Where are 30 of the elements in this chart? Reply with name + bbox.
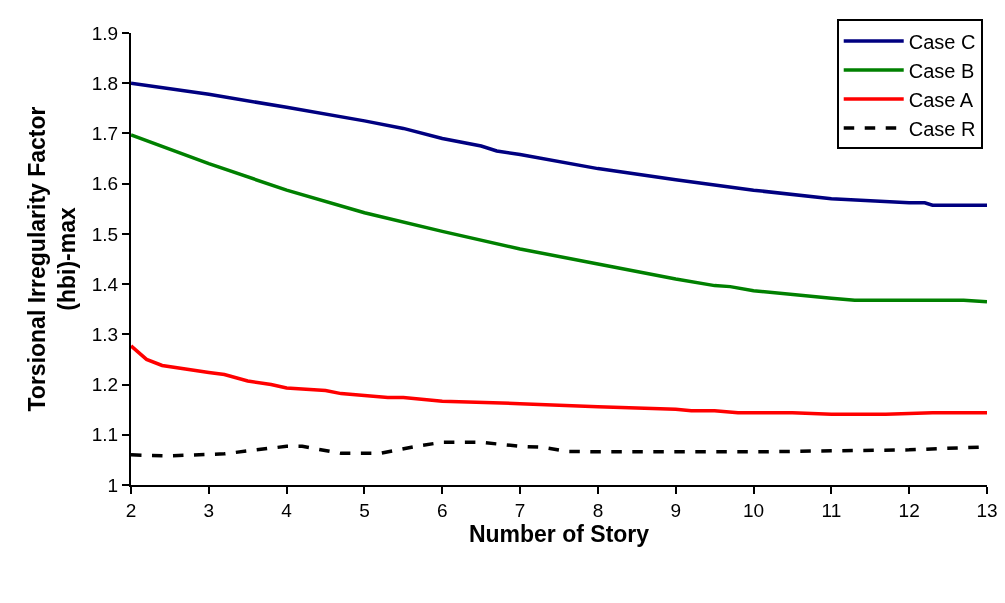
- line-series: [131, 81, 987, 208]
- y-tick-label: 1.3: [91, 323, 119, 345]
- line-series: [131, 344, 987, 416]
- x-tick-label: 12: [898, 499, 920, 521]
- legend-label: Case B: [908, 59, 975, 82]
- y-tick-label: 1.1: [91, 424, 119, 446]
- x-tick-label: 13: [976, 499, 998, 521]
- y-tick-label: 1.7: [91, 123, 119, 145]
- legend-label: Case R: [908, 117, 976, 140]
- x-tick-label: 9: [670, 499, 682, 521]
- y-tick-label: 1.2: [91, 374, 119, 396]
- x-tick-label: 7: [514, 499, 526, 521]
- y-tick-label: 1.9: [91, 22, 119, 44]
- x-tick-label: 2: [125, 499, 137, 521]
- y-tick-label: 1.6: [91, 173, 119, 195]
- legend-label: Case A: [908, 88, 974, 111]
- x-axis-title: Number of Story: [468, 520, 650, 547]
- x-tick-label: 4: [281, 499, 293, 521]
- y-tick-label: 1: [107, 474, 119, 496]
- x-tick-label: 8: [592, 499, 604, 521]
- y-tick-label: 1.4: [91, 273, 119, 295]
- y-tick-label: 1.5: [91, 223, 119, 245]
- x-tick-label: 5: [359, 499, 370, 521]
- x-tick-label: 10: [742, 499, 765, 521]
- legend-label: Case C: [908, 30, 976, 53]
- y-axis-title: Torsional Irregularity Factor (hbi)-max: [23, 106, 80, 412]
- x-tick-label: 3: [203, 499, 215, 521]
- x-tick-label: 11: [821, 499, 842, 521]
- y-tick-label: 1.8: [91, 72, 119, 94]
- x-tick-label: 6: [436, 499, 448, 521]
